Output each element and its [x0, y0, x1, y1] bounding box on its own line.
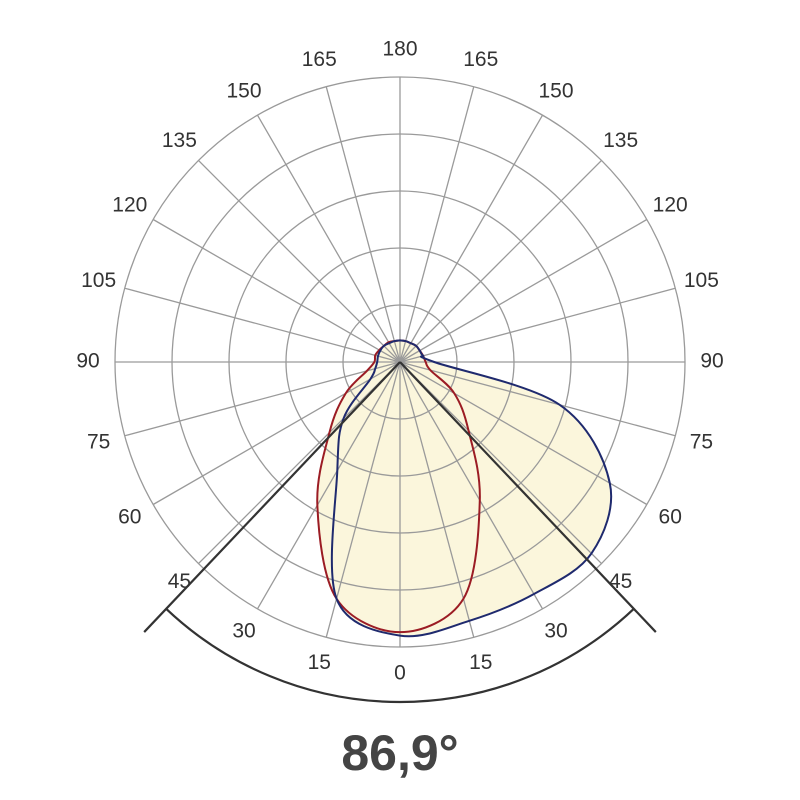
grid-spoke — [399, 361, 544, 610]
angle-tick-label: 165 — [463, 48, 498, 71]
grid-spoke — [399, 361, 602, 564]
grid-spoke — [325, 361, 401, 638]
grid-spoke — [399, 86, 475, 363]
angle-tick-label: 105 — [684, 269, 719, 292]
grid-spoke — [399, 114, 544, 363]
angle-tick-label: 45 — [609, 570, 632, 593]
angle-tick-label: 150 — [226, 79, 261, 102]
grid-spoke — [256, 114, 401, 363]
angle-tick-label: 135 — [162, 129, 197, 152]
angle-tick-label: 120 — [112, 194, 147, 217]
angle-tick-label: 45 — [168, 570, 191, 593]
grid-spoke — [152, 218, 401, 363]
angle-tick-label: 180 — [382, 38, 417, 61]
grid-spoke — [198, 160, 401, 363]
grid-spoke — [399, 361, 676, 437]
grid-spoke — [124, 287, 401, 363]
grid-spoke — [399, 361, 648, 506]
angle-tick-label: 150 — [538, 79, 573, 102]
angle-tick-label: 135 — [603, 129, 638, 152]
angle-tick-label: 15 — [308, 651, 331, 674]
grid-spoke — [399, 160, 602, 363]
angle-tick-label: 0 — [394, 662, 406, 685]
angle-tick-label: 30 — [544, 620, 567, 643]
angle-tick-label: 75 — [690, 430, 713, 453]
angle-tick-label: 15 — [469, 651, 492, 674]
angle-tick-label: 90 — [76, 350, 99, 373]
grid-spoke — [325, 86, 401, 363]
angle-tick-label: 120 — [653, 194, 688, 217]
angle-tick-label: 30 — [232, 620, 255, 643]
grid-spoke — [124, 361, 401, 437]
grid-spoke — [152, 361, 401, 506]
angle-tick-label: 75 — [87, 430, 110, 453]
beam-angle-label: 86,9° — [341, 725, 458, 781]
angle-tick-label: 165 — [302, 48, 337, 71]
angle-tick-label: 90 — [700, 350, 723, 373]
grid-spoke — [399, 218, 648, 363]
angle-tick-label: 60 — [659, 506, 682, 529]
beam-arc — [165, 608, 635, 704]
grid-spoke — [399, 287, 676, 363]
grid-spoke — [198, 361, 401, 564]
angle-tick-label: 105 — [81, 269, 116, 292]
intensity-curve — [330, 339, 613, 638]
beam-line — [399, 361, 657, 633]
curve-fill — [331, 340, 612, 637]
grid-spoke — [399, 361, 475, 638]
beam-line — [143, 361, 401, 633]
angle-tick-label: 60 — [118, 506, 141, 529]
grid-spoke — [256, 361, 401, 610]
